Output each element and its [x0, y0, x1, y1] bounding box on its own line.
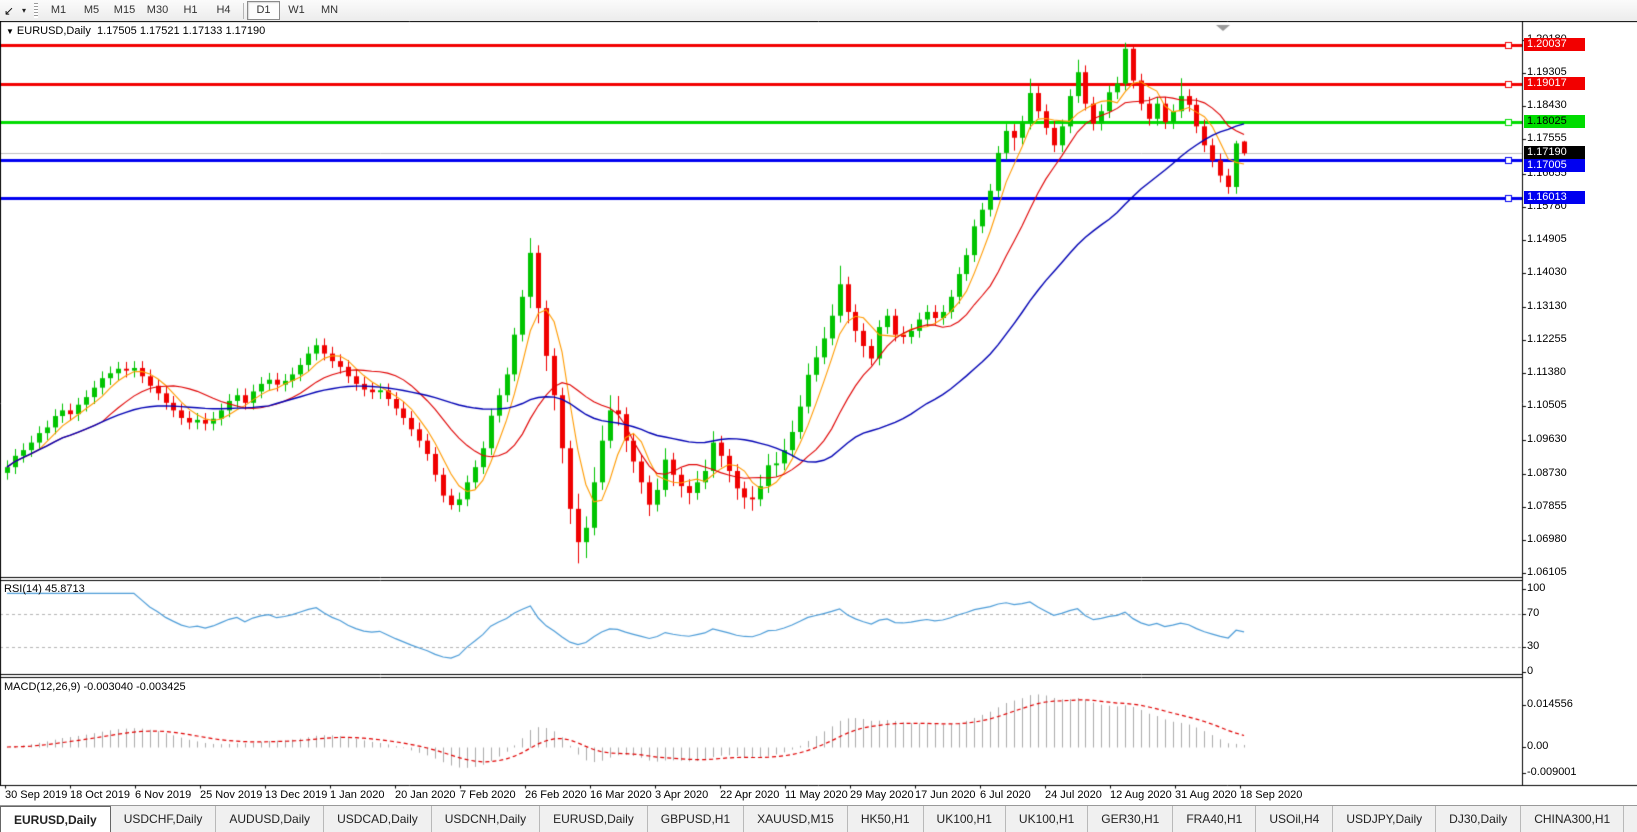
timeframe-button-group: M1 M5 M15 M30 H1 H4 D1 W1 MN — [42, 1, 346, 20]
timeframe-button-d1[interactable]: D1 — [247, 1, 280, 20]
chart-tab-ger30-h1[interactable]: GER30,H1 — [1088, 806, 1174, 832]
chart-tab-uk100-h1[interactable]: UK100,H1 — [1006, 806, 1089, 832]
chart-tab-bar: EURUSD,Daily USDCHF,Daily AUDUSD,Daily USDC… — [0, 805, 1637, 832]
chart-tab-hk50-h1[interactable]: HK50,H1 — [848, 806, 924, 832]
chart-window: ▼ EURUSD,Daily 1.17505 1.17521 1.17133 1.… — [0, 21, 1637, 805]
chevron-down-icon[interactable]: ▾ — [21, 6, 26, 15]
chart-tab-gbpusd-h1[interactable]: GBPUSD,H1 — [648, 806, 745, 832]
timeframe-button-w1[interactable]: W1 — [288, 4, 305, 16]
chart-tabs: EURUSD,Daily USDCHF,Daily AUDUSD,Daily USDC… — [0, 806, 1637, 832]
chart-tab-eurusd-daily[interactable]: EURUSD,Daily — [0, 806, 111, 832]
timeframe-button-mn[interactable]: MN — [320, 4, 339, 16]
top-toolbar: ↙ ▾ M1 M5 M15 M30 H1 H4 D1 W1 MN — [0, 0, 1637, 22]
chart-tab-usdcad-daily[interactable]: USDCAD,Daily — [324, 806, 432, 832]
timeframe-button-m5[interactable]: M5 — [83, 4, 100, 16]
chart-tab-china300-h1[interactable]: CHINA300,H1 — [1521, 806, 1625, 832]
chart-tab-eurusd-daily[interactable]: EURUSD,Daily — [540, 806, 648, 832]
chart-tab-usdjpy-daily[interactable]: USDJPY,Daily — [1333, 806, 1437, 832]
chart-tab-fra40-h1[interactable]: FRA40,H1 — [1173, 806, 1257, 832]
toolbar-grip-handle[interactable] — [34, 3, 38, 18]
timeframe-button-h4[interactable]: H4 — [216, 4, 231, 16]
timeframe-button-m15[interactable]: M15 — [113, 4, 136, 16]
chart-tab-dj30-daily[interactable]: DJ30,Daily — [1436, 806, 1522, 832]
timeframe-button-m30[interactable]: M30 — [146, 4, 169, 16]
timeframe-button-h1[interactable]: H1 — [183, 4, 198, 16]
price-chart-canvas[interactable] — [0, 21, 1637, 805]
timeframe-button-m1[interactable]: M1 — [50, 4, 67, 16]
chart-tab-usoil-h[interactable]: USOil,H — [1624, 806, 1637, 832]
chart-scroll-pointer-icon[interactable]: ↙ — [3, 3, 15, 18]
chart-tab-xauusd-m15[interactable]: XAUUSD,M15 — [744, 806, 848, 832]
toolbar-separator — [243, 2, 244, 19]
chart-tab-usdchf-daily[interactable]: USDCHF,Daily — [111, 806, 217, 832]
chart-tab-usoil-h4[interactable]: USOil,H4 — [1256, 806, 1334, 832]
chart-tab-audusd-daily[interactable]: AUDUSD,Daily — [216, 806, 325, 832]
chart-tab-usdcnh-daily[interactable]: USDCNH,Daily — [432, 806, 541, 832]
chart-tab-uk100-h1[interactable]: UK100,H1 — [924, 806, 1006, 832]
